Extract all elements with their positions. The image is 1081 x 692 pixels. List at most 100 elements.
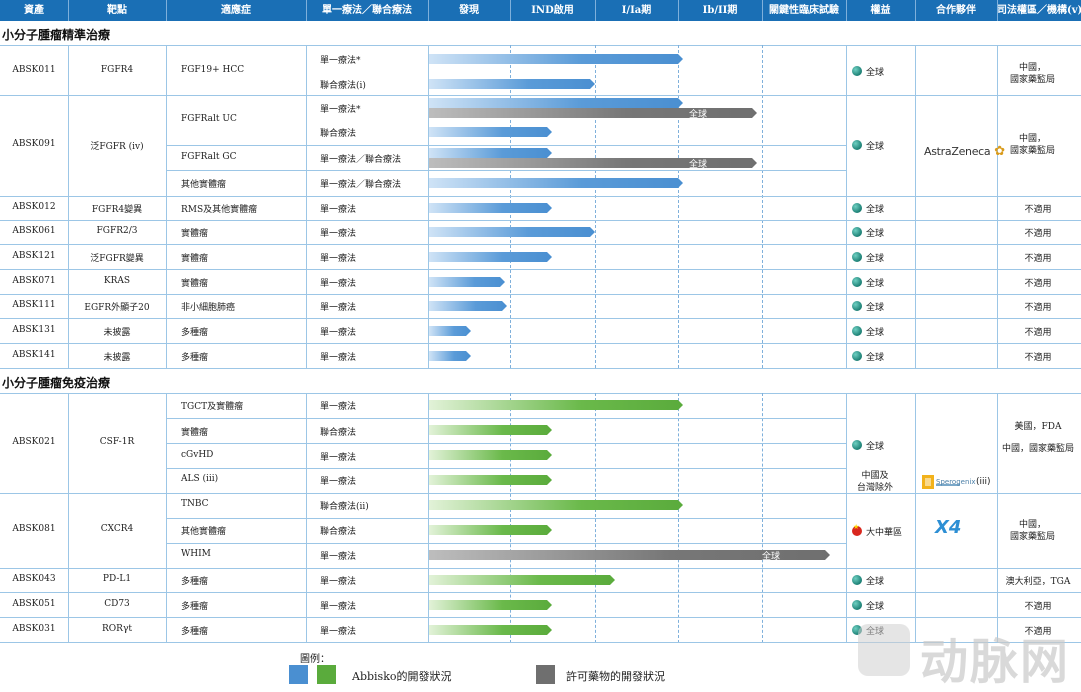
globe-icon bbox=[852, 252, 862, 262]
rights-label: 全球 bbox=[866, 602, 885, 612]
target-name: CXCR4 bbox=[100, 524, 134, 534]
indication: 其他實體瘤 bbox=[181, 527, 227, 537]
asset-name: ABSK061 bbox=[12, 226, 56, 236]
column-divider bbox=[846, 393, 847, 643]
development-bar bbox=[429, 301, 507, 311]
development-bar bbox=[429, 178, 683, 188]
rights-exception: 中國及 台灣除外 bbox=[857, 471, 894, 493]
bar-label: 全球 bbox=[689, 160, 708, 170]
partner-name: Sperogenix bbox=[936, 478, 976, 486]
header-separator bbox=[166, 0, 167, 21]
legend-title: 圖例： bbox=[300, 654, 330, 665]
jurisdiction: 中國，國家藥監局 bbox=[1001, 444, 1075, 454]
column-divider bbox=[915, 45, 916, 368]
astrazeneca-logo: AstraZeneca ✿ bbox=[924, 144, 1005, 159]
development-bar bbox=[429, 79, 595, 89]
licensed-bar bbox=[429, 108, 757, 118]
rights-label: 全球 bbox=[866, 254, 885, 264]
globe-icon bbox=[852, 66, 862, 76]
rights-label: 全球 bbox=[866, 353, 885, 363]
therapy: 聯合療法 bbox=[320, 129, 357, 139]
development-bar bbox=[429, 326, 471, 336]
row-divider bbox=[166, 170, 846, 171]
header-separator bbox=[306, 0, 307, 21]
row-divider bbox=[0, 642, 1081, 643]
indication: 多種瘤 bbox=[181, 602, 209, 612]
asset-name: ABSK141 bbox=[12, 350, 56, 360]
jurisdiction: 中國， 國家藥監局 bbox=[1010, 134, 1056, 156]
row-divider bbox=[0, 269, 1081, 270]
indication: 多種瘤 bbox=[181, 353, 209, 363]
rights-label: 全球 bbox=[866, 142, 885, 152]
bar-label: 全球 bbox=[689, 110, 708, 120]
rights-label: 全球 bbox=[866, 442, 885, 452]
jurisdiction: 中國， 國家藥監局 bbox=[1010, 63, 1056, 85]
header-cell: 發現 bbox=[459, 5, 479, 16]
licensed-bar bbox=[429, 158, 757, 168]
section-title-precision: 小分子腫瘤精準治療 bbox=[2, 28, 111, 42]
rights-label: 大中華區 bbox=[866, 528, 903, 538]
stage-divider bbox=[762, 45, 763, 368]
target-name: EGFR外顯子20 bbox=[84, 303, 150, 313]
jurisdiction: 不適用 bbox=[1024, 353, 1052, 363]
indication: 實體瘤 bbox=[181, 229, 209, 239]
therapy: 單一療法 bbox=[320, 279, 357, 289]
globe-icon bbox=[852, 351, 862, 361]
row-divider bbox=[166, 518, 846, 519]
row-divider bbox=[0, 393, 1081, 394]
target-name: CSF-1R bbox=[99, 437, 135, 447]
stage-divider bbox=[678, 45, 679, 368]
target-name: 未披露 bbox=[103, 353, 131, 363]
development-bar bbox=[429, 425, 552, 435]
asset-name: ABSK111 bbox=[12, 300, 56, 310]
development-bar bbox=[429, 203, 552, 213]
therapy: 單一療法 bbox=[320, 402, 357, 412]
header-separator bbox=[678, 0, 679, 21]
header-cell: IND啟用 bbox=[531, 5, 574, 16]
asset-name: ABSK051 bbox=[12, 599, 56, 609]
column-divider bbox=[997, 393, 998, 643]
header-cell: 合作夥伴 bbox=[936, 5, 976, 16]
jurisdiction: 不適用 bbox=[1024, 279, 1052, 289]
header-cell: 單一療法／聯合療法 bbox=[322, 5, 412, 16]
therapy: 聯合療法(ii) bbox=[320, 502, 369, 512]
therapy: 單一療法 bbox=[320, 353, 357, 363]
therapy: 單一療法 bbox=[320, 552, 357, 562]
therapy: 單一療法 bbox=[320, 229, 357, 239]
globe-icon bbox=[852, 625, 862, 635]
row-divider bbox=[166, 145, 846, 146]
header-cell: 靶點 bbox=[107, 5, 127, 16]
asset-name: ABSK121 bbox=[12, 251, 56, 261]
jurisdiction: 不適用 bbox=[1024, 205, 1052, 215]
x4-logo: X4 bbox=[935, 517, 962, 538]
header-cell: 關鍵性臨床試驗 bbox=[769, 5, 839, 16]
globe-icon bbox=[852, 277, 862, 287]
development-bar bbox=[429, 351, 471, 361]
therapy: 單一療法 bbox=[320, 254, 357, 264]
therapy: 聯合療法 bbox=[320, 428, 357, 438]
development-bar bbox=[429, 148, 552, 158]
therapy: 單一療法* bbox=[320, 56, 361, 66]
bar-label: 全球 bbox=[762, 552, 781, 562]
row-divider bbox=[166, 418, 846, 419]
header-separator bbox=[510, 0, 511, 21]
stage-divider bbox=[595, 45, 596, 368]
indication: 實體瘤 bbox=[181, 254, 209, 264]
development-bar bbox=[429, 127, 552, 137]
target-name: 泛FGFR變異 bbox=[90, 254, 144, 264]
indication: 實體瘤 bbox=[181, 428, 209, 438]
indication: FGFRalt UC bbox=[181, 114, 237, 124]
asset-name: ABSK131 bbox=[12, 325, 56, 335]
globe-icon bbox=[852, 440, 862, 450]
column-divider bbox=[68, 393, 69, 643]
header-separator bbox=[846, 0, 847, 21]
partner-note: (iii) bbox=[976, 477, 991, 487]
globe-icon bbox=[852, 227, 862, 237]
column-divider bbox=[166, 45, 167, 368]
therapy: 單一療法 bbox=[320, 627, 357, 637]
development-bar bbox=[429, 227, 595, 237]
asset-name: ABSK081 bbox=[12, 524, 56, 534]
jurisdiction: 美國，FDA bbox=[1014, 422, 1062, 432]
column-divider bbox=[915, 393, 916, 643]
row-divider bbox=[0, 45, 1081, 46]
